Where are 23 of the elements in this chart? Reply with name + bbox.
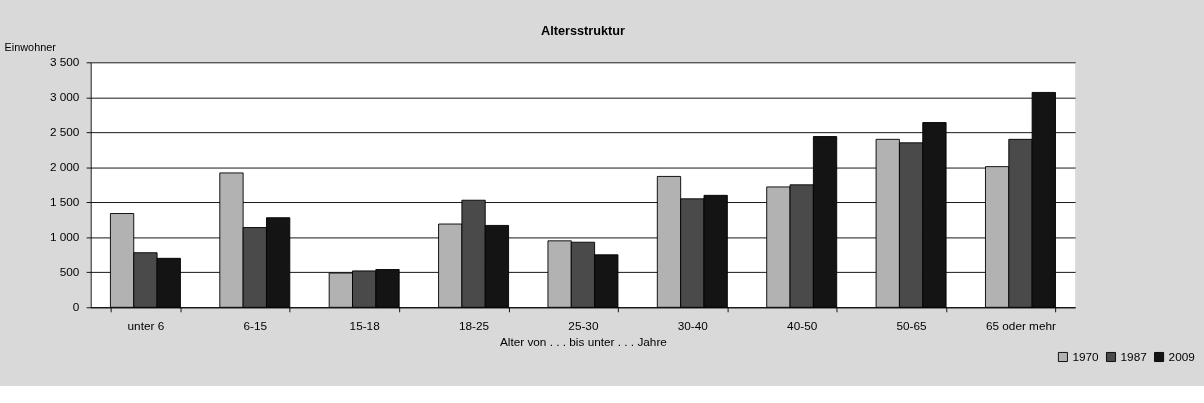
legend-label: 1970 xyxy=(1072,349,1100,363)
y-tick-label: 1 000 xyxy=(49,230,80,244)
x-tick-label: 50-65 xyxy=(896,319,928,333)
y-tick-label: 2 000 xyxy=(49,160,80,174)
x-tick-label: 6-15 xyxy=(243,319,268,333)
y-tick-label: 1 500 xyxy=(49,195,80,209)
x-tick-label: 30-40 xyxy=(677,319,709,333)
y-axis-title: Einwohner xyxy=(4,40,57,53)
x-tick-label: 25-30 xyxy=(568,319,599,333)
x-tick-label: 40-50 xyxy=(787,319,818,333)
y-tick-label: 3 500 xyxy=(49,55,80,69)
y-tick-label: 0 xyxy=(72,300,80,314)
x-tick-label: 18-25 xyxy=(458,319,490,333)
x-tick-label: unter 6 xyxy=(127,319,165,333)
x-axis-title: Alter von . . . bis unter . . . Jahre xyxy=(499,334,668,348)
x-tick-label: 65 oder mehr xyxy=(985,319,1057,333)
y-tick-label: 500 xyxy=(59,265,80,279)
legend-label: 2009 xyxy=(1168,349,1195,363)
legend-label: 1987 xyxy=(1120,349,1147,363)
y-tick-label: 2 500 xyxy=(49,125,80,139)
chart-title: Altersstruktur xyxy=(540,24,625,39)
y-tick-label: 3 000 xyxy=(49,90,80,104)
x-tick-label: 15-18 xyxy=(349,319,381,333)
